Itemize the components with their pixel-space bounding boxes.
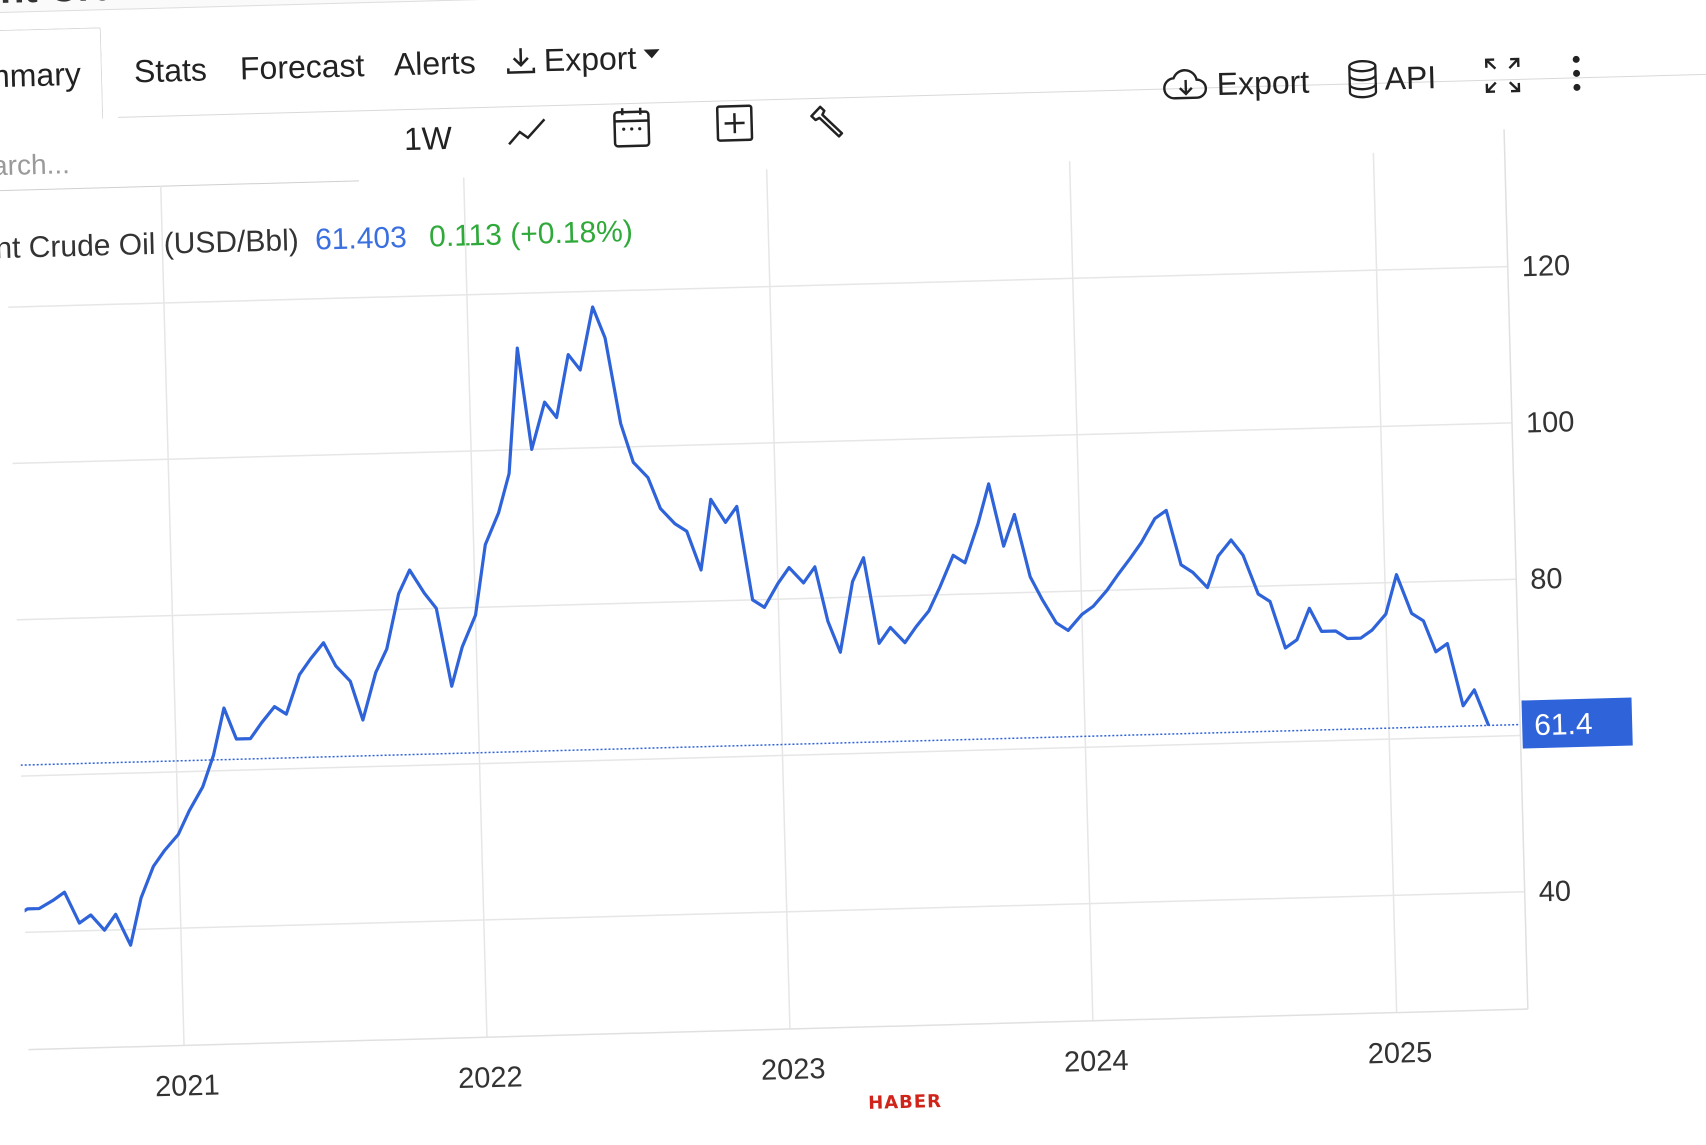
wrench-icon bbox=[810, 105, 844, 138]
chart-type-button[interactable] bbox=[505, 113, 548, 150]
series-line bbox=[2, 305, 1491, 947]
plot-border-bottom bbox=[8, 1008, 1528, 1051]
y-axis: 40 80 100 120 bbox=[1521, 250, 1575, 909]
x-tick-label: 2024 bbox=[1064, 1045, 1129, 1079]
cloud-download-icon bbox=[1163, 69, 1208, 100]
fullscreen-icon bbox=[1484, 57, 1521, 94]
y-tick-label: 80 bbox=[1530, 563, 1563, 596]
x-tick-label: 2023 bbox=[761, 1053, 826, 1087]
grid-line-h bbox=[0, 578, 1517, 622]
y-tick-label: 40 bbox=[1538, 876, 1571, 909]
grid-line-h bbox=[0, 734, 1521, 778]
current-price-line bbox=[0, 723, 1521, 767]
database-icon bbox=[1348, 60, 1378, 99]
current-price-badge: 61.4 bbox=[1521, 697, 1633, 749]
price-badge-box bbox=[1521, 697, 1633, 749]
grid-line-v bbox=[1068, 161, 1094, 1021]
tab-export[interactable]: Export bbox=[503, 12, 662, 106]
tab-bar: mmary Stats Forecast Alerts Export bbox=[0, 0, 1706, 123]
grid-line-h bbox=[5, 891, 1525, 934]
fullscreen-button[interactable] bbox=[1482, 55, 1523, 96]
line-chart-icon bbox=[508, 118, 546, 146]
plot-border-right bbox=[1503, 129, 1529, 1010]
watermark-text: HABER bbox=[867, 1090, 943, 1114]
api-button[interactable]: API bbox=[1346, 57, 1437, 99]
grid-line-h bbox=[0, 422, 1513, 465]
y-tick-label: 100 bbox=[1526, 406, 1575, 439]
more-vertical-icon bbox=[1572, 55, 1581, 91]
export-data-button[interactable]: Export bbox=[1162, 63, 1310, 105]
grid-line-v bbox=[765, 169, 791, 1030]
grid-line-v bbox=[160, 185, 185, 1046]
more-options-button[interactable] bbox=[1570, 53, 1583, 93]
current-price-dotted-line bbox=[0, 723, 1521, 767]
grid-line-v bbox=[1372, 152, 1398, 1013]
chart-grid bbox=[0, 129, 1529, 1051]
watermark-logo: HABER bbox=[868, 1091, 942, 1114]
add-box-icon bbox=[715, 104, 754, 142]
compare-button[interactable] bbox=[715, 104, 754, 143]
grid-line-h bbox=[0, 265, 1508, 309]
price-badge-label: 61.4 bbox=[1534, 708, 1593, 743]
x-axis: 2021 2022 2023 2024 2025 bbox=[155, 1037, 1433, 1104]
x-tick-label: 2021 bbox=[155, 1069, 220, 1103]
price-series bbox=[2, 305, 1491, 947]
date-range-button[interactable] bbox=[611, 104, 652, 149]
calendar-icon bbox=[613, 107, 651, 148]
indicators-button[interactable] bbox=[809, 103, 848, 142]
y-tick-label: 120 bbox=[1521, 250, 1570, 283]
x-tick-label: 2022 bbox=[458, 1061, 523, 1095]
x-tick-label: 2025 bbox=[1367, 1037, 1432, 1071]
download-icon bbox=[507, 48, 536, 74]
